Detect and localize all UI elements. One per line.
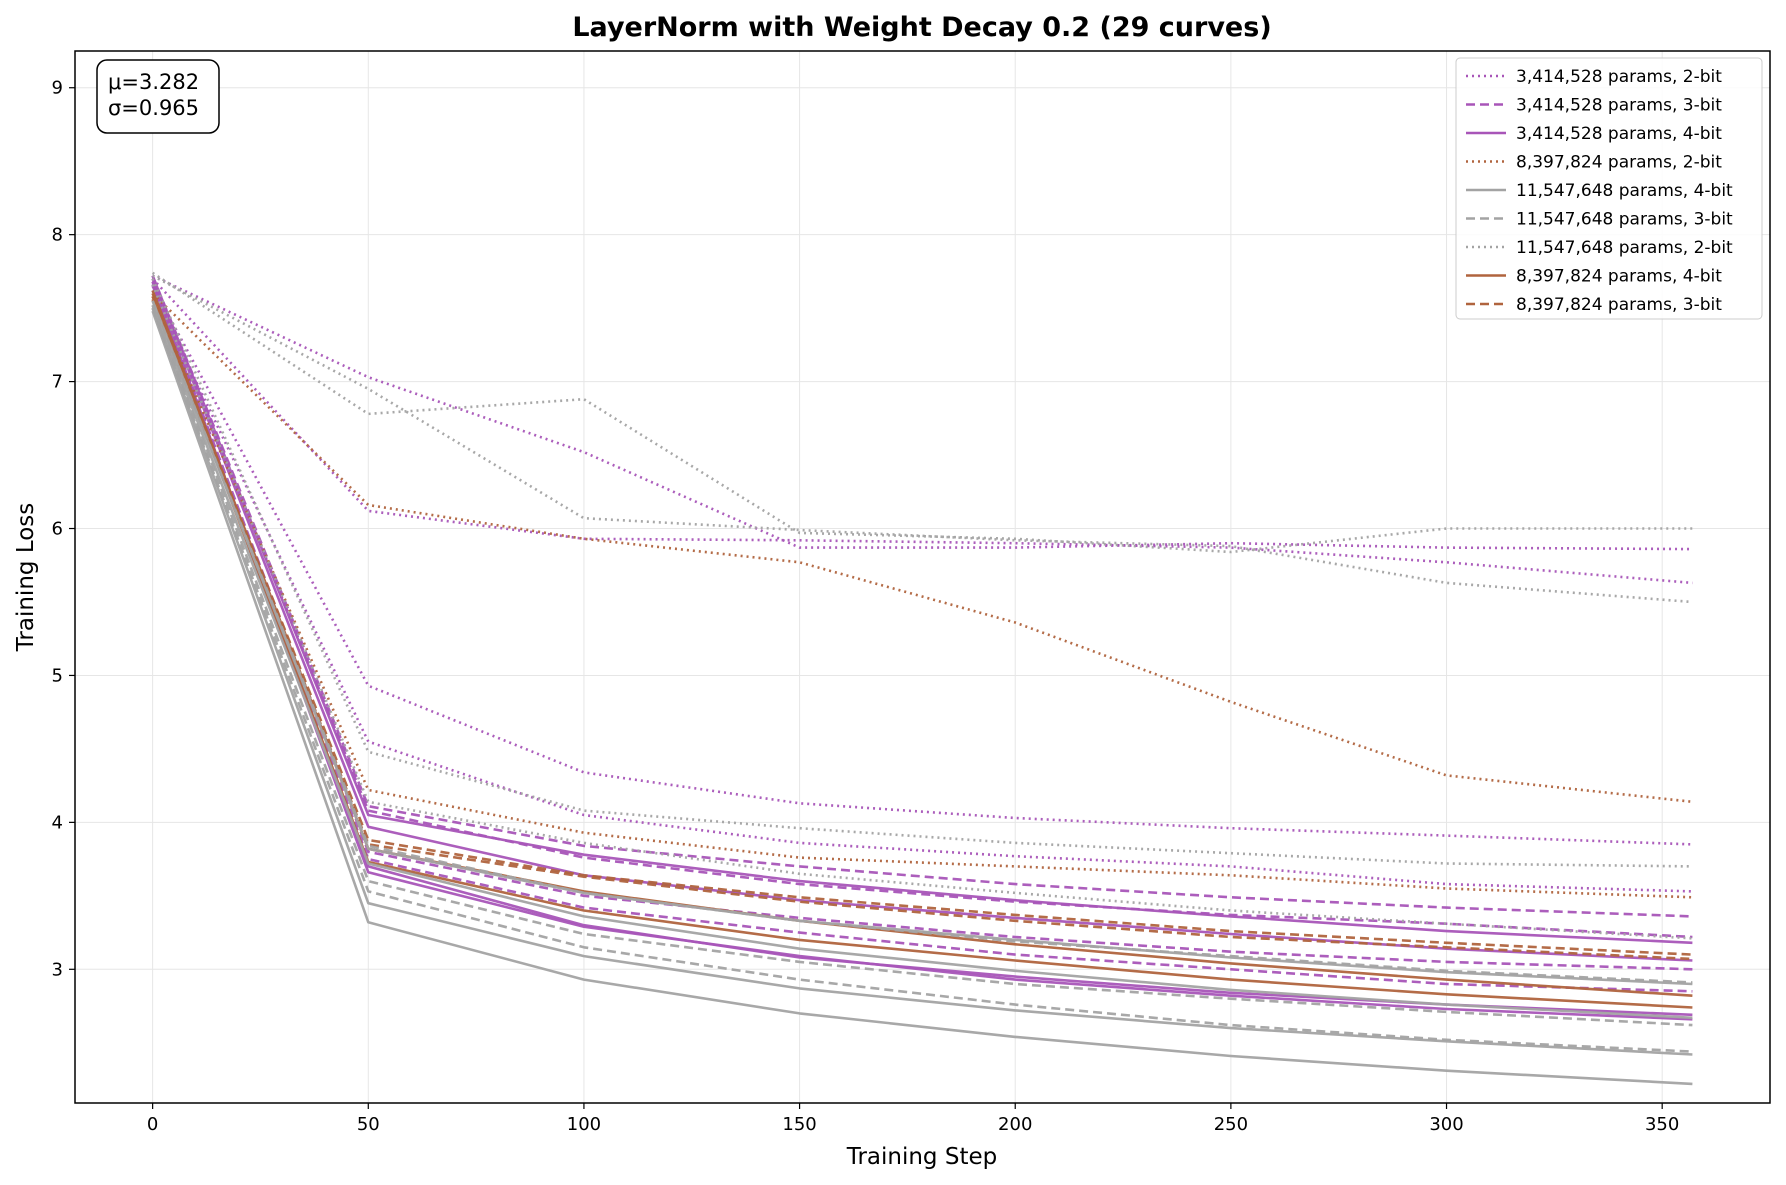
series-line bbox=[151, 292, 1693, 804]
series-line bbox=[151, 307, 1693, 1056]
x-tick-label: 250 bbox=[1214, 1114, 1248, 1135]
legend-entry-label: 3,414,528 params, 3-bit bbox=[1516, 96, 1722, 116]
stats-mean: μ=3.282 bbox=[108, 70, 199, 94]
legend-entry-label: 11,547,648 params, 3-bit bbox=[1516, 210, 1733, 230]
series-line bbox=[151, 310, 1693, 1086]
series-line bbox=[151, 300, 1693, 986]
stats-sigma: σ=0.965 bbox=[108, 96, 199, 120]
legend-entry-label: 3,414,528 params, 4-bit bbox=[1516, 124, 1722, 144]
series-line bbox=[151, 307, 1693, 1053]
series-line bbox=[152, 274, 1693, 551]
series-layer bbox=[151, 271, 1693, 1086]
series-line bbox=[151, 278, 1693, 939]
series-line bbox=[151, 295, 1693, 956]
y-tick-label: 6 bbox=[52, 519, 63, 540]
legend-entry-label: 11,547,648 params, 4-bit bbox=[1516, 181, 1733, 201]
y-tick-label: 8 bbox=[52, 225, 63, 246]
plot-area-frame bbox=[74, 50, 1771, 1104]
stats-box-frame bbox=[96, 59, 220, 134]
series-line bbox=[151, 281, 1693, 971]
series-line bbox=[151, 300, 1693, 984]
legend-entry-label: 8,397,824 params, 3-bit bbox=[1516, 295, 1722, 315]
series-line bbox=[151, 275, 1693, 945]
x-tick-label: 200 bbox=[998, 1114, 1032, 1135]
series-line bbox=[151, 284, 1693, 940]
series-line bbox=[151, 275, 1693, 918]
y-tick-label: 9 bbox=[52, 78, 63, 99]
x-tick-label: 300 bbox=[1429, 1114, 1463, 1135]
legend-frame bbox=[1455, 57, 1763, 320]
x-tick-label: 350 bbox=[1645, 1114, 1679, 1135]
series-line bbox=[151, 271, 1693, 554]
legend: 3,414,528 params, 2-bit 3,414,528 params,… bbox=[1455, 57, 1763, 320]
x-tick-label: 0 bbox=[147, 1114, 158, 1135]
y-tick-label: 7 bbox=[52, 372, 63, 393]
x-axis-label: Training Step bbox=[846, 1144, 997, 1170]
series-line bbox=[151, 285, 1693, 846]
y-tick-label: 3 bbox=[52, 959, 63, 980]
legend-entry-label: 11,547,648 params, 2-bit bbox=[1516, 238, 1733, 258]
series-line bbox=[151, 298, 1693, 961]
y-tick-label: 5 bbox=[52, 665, 63, 686]
legend-entry-label: 8,397,824 params, 4-bit bbox=[1516, 267, 1722, 287]
series-line bbox=[151, 304, 1693, 1027]
series-line bbox=[151, 304, 1693, 1020]
series-line bbox=[151, 278, 1693, 962]
legend-entry-label: 3,414,528 params, 2-bit bbox=[1516, 67, 1722, 87]
legend-entry-label: 8,397,824 params, 2-bit bbox=[1516, 153, 1722, 173]
tick-layer: 0 50 100 150 200 250 300 350 3 4 5 6 7 8 9 bbox=[52, 78, 1680, 1135]
series-line bbox=[151, 284, 1693, 993]
series-line bbox=[151, 292, 1693, 1009]
stats-box: μ=3.282 σ=0.965 bbox=[96, 59, 220, 134]
y-tick-label: 4 bbox=[52, 812, 63, 833]
chart-title: LayerNorm with Weight Decay 0.2 (29 curv… bbox=[572, 12, 1271, 43]
x-tick-label: 50 bbox=[357, 1114, 380, 1135]
series-line bbox=[151, 284, 1693, 1021]
x-tick-label: 100 bbox=[567, 1114, 601, 1135]
y-axis-label: Training Loss bbox=[13, 503, 39, 653]
x-tick-label: 150 bbox=[782, 1114, 816, 1135]
